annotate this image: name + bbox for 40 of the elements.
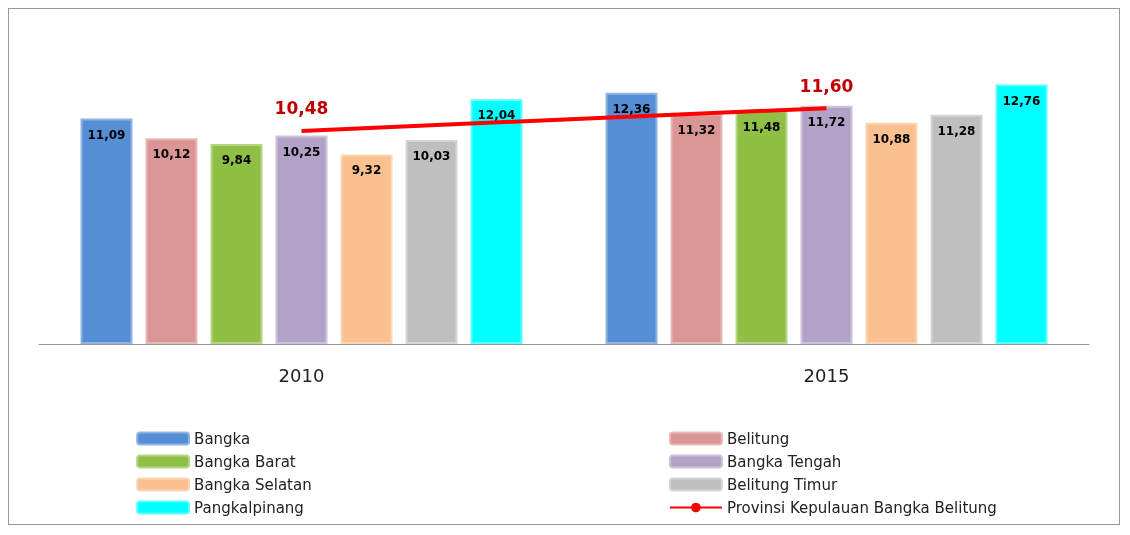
legend-label: Bangka: [194, 429, 251, 448]
legend-label: Belitung: [726, 429, 790, 448]
legend-label: Belitung Timur: [726, 475, 838, 494]
data-label: 12,04: [477, 108, 516, 123]
bar: [405, 140, 458, 344]
bar: [930, 114, 983, 344]
bar: [210, 143, 263, 344]
legend-label: Provinsi Kepulauan Bangka Belitung: [726, 498, 997, 517]
data-label: 12,36: [612, 101, 651, 116]
bar: [605, 92, 658, 344]
data-label: 10,88: [872, 131, 911, 146]
bar: [145, 138, 198, 344]
bar: [995, 84, 1048, 344]
legend-label: Pangkalpinang: [194, 498, 304, 517]
data-label: 12,76: [1002, 93, 1041, 108]
data-label: 10,25: [282, 144, 321, 159]
data-label: 11,60: [799, 75, 854, 96]
data-label: 9,84: [221, 152, 252, 167]
data-label: 11,09: [87, 127, 126, 142]
legend-label: Bangka Tengah: [726, 452, 842, 471]
bar: [470, 99, 523, 344]
legend-label: Bangka Selatan: [194, 475, 312, 494]
data-label: 11,32: [677, 122, 716, 137]
bar: [670, 113, 723, 344]
bar: [735, 110, 788, 344]
legend-label: Bangka Barat: [194, 452, 296, 471]
data-label: 9,32: [351, 163, 382, 178]
data-label: 11,48: [742, 119, 781, 134]
data-label: 11,28: [937, 123, 976, 138]
bar: [800, 105, 853, 344]
data-label: 10,48: [274, 98, 329, 119]
bar: [275, 135, 328, 344]
data-label: 11,72: [807, 114, 846, 129]
bar: [865, 122, 918, 344]
data-label: 10,03: [412, 149, 451, 164]
x-tick-label: 2015: [803, 364, 850, 386]
x-tick-label: 2010: [278, 364, 325, 386]
bar: [80, 118, 133, 344]
data-label: 10,12: [152, 147, 191, 162]
bar: [340, 154, 393, 344]
